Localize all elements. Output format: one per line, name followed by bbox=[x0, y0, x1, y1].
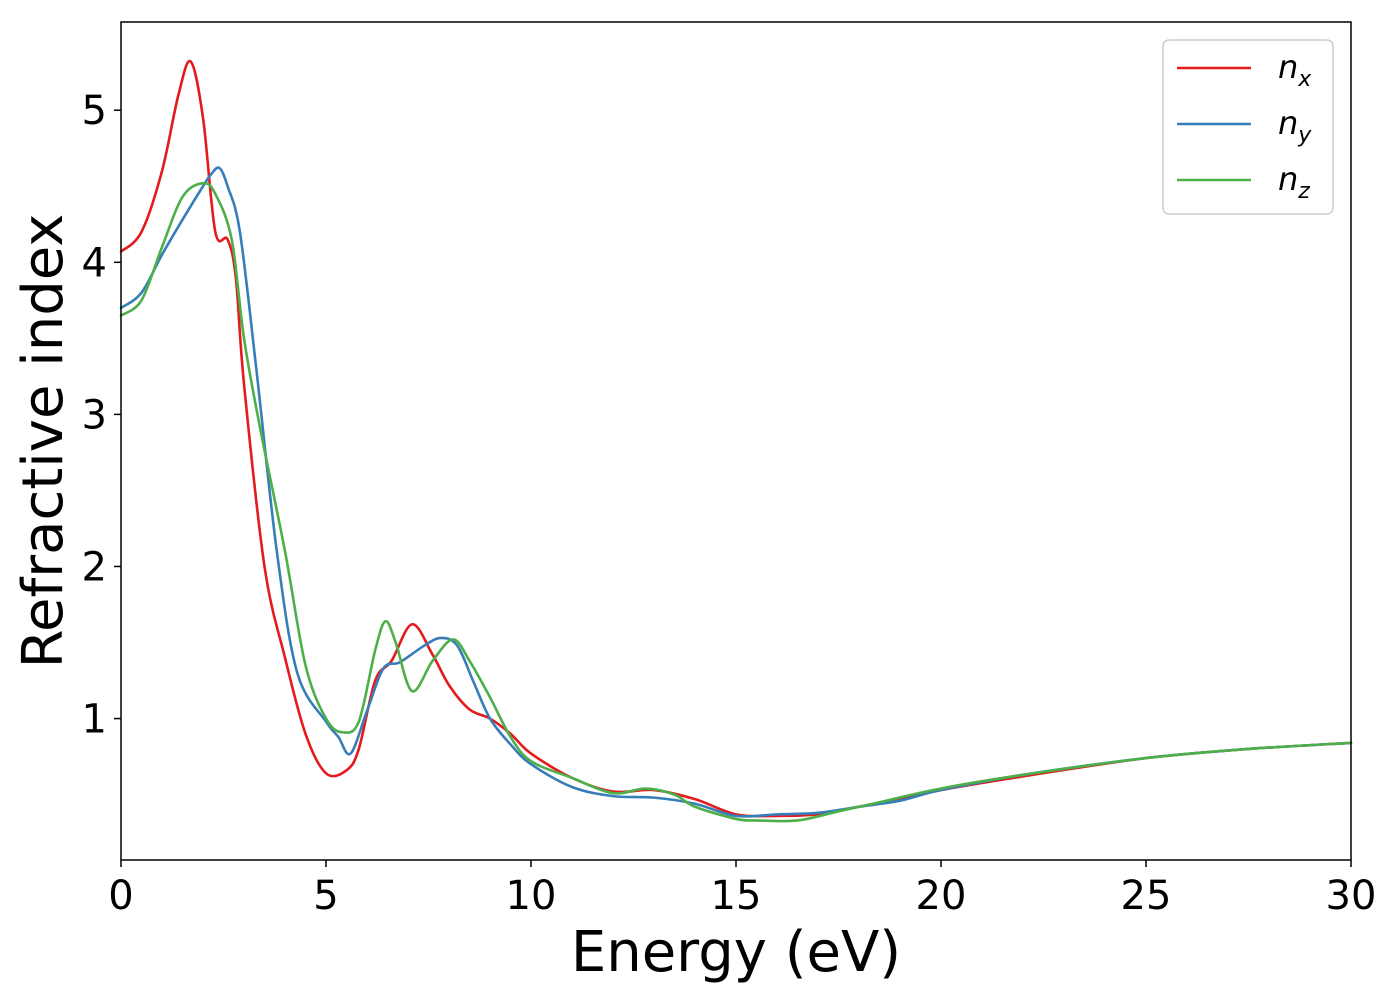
x-tick-label: 5 bbox=[313, 873, 338, 919]
series-line-y bbox=[119, 166, 1353, 818]
x-axis-ticks: 0 5 10 15 20 25 30 bbox=[108, 860, 1376, 919]
x-tick-label: 10 bbox=[506, 873, 557, 919]
y-tick-label: 5 bbox=[82, 88, 107, 134]
legend-entry-x: nx bbox=[1177, 48, 1312, 92]
x-axis-label: Energy (eV) bbox=[571, 920, 901, 985]
series-layer bbox=[119, 59, 1353, 823]
legend-label-subscript: y bbox=[1297, 123, 1312, 148]
y-axis-label: Refractive index bbox=[11, 214, 76, 669]
y-axis-ticks: 1 2 3 4 5 bbox=[82, 88, 121, 743]
x-tick-label: 0 bbox=[108, 873, 133, 919]
series-line-z bbox=[119, 181, 1353, 823]
legend-label-subscript: z bbox=[1297, 179, 1310, 204]
legend-box bbox=[1162, 39, 1334, 215]
x-tick-label: 20 bbox=[916, 873, 967, 919]
x-tick-label: 15 bbox=[711, 873, 762, 919]
y-tick-label: 2 bbox=[82, 544, 107, 590]
y-tick-label: 4 bbox=[82, 240, 107, 286]
legend-label-subscript: x bbox=[1297, 67, 1312, 92]
y-tick-label: 1 bbox=[82, 697, 107, 743]
x-tick-label: 25 bbox=[1121, 873, 1172, 919]
x-tick-label: 30 bbox=[1326, 873, 1377, 919]
y-tick-label: 3 bbox=[82, 392, 107, 438]
